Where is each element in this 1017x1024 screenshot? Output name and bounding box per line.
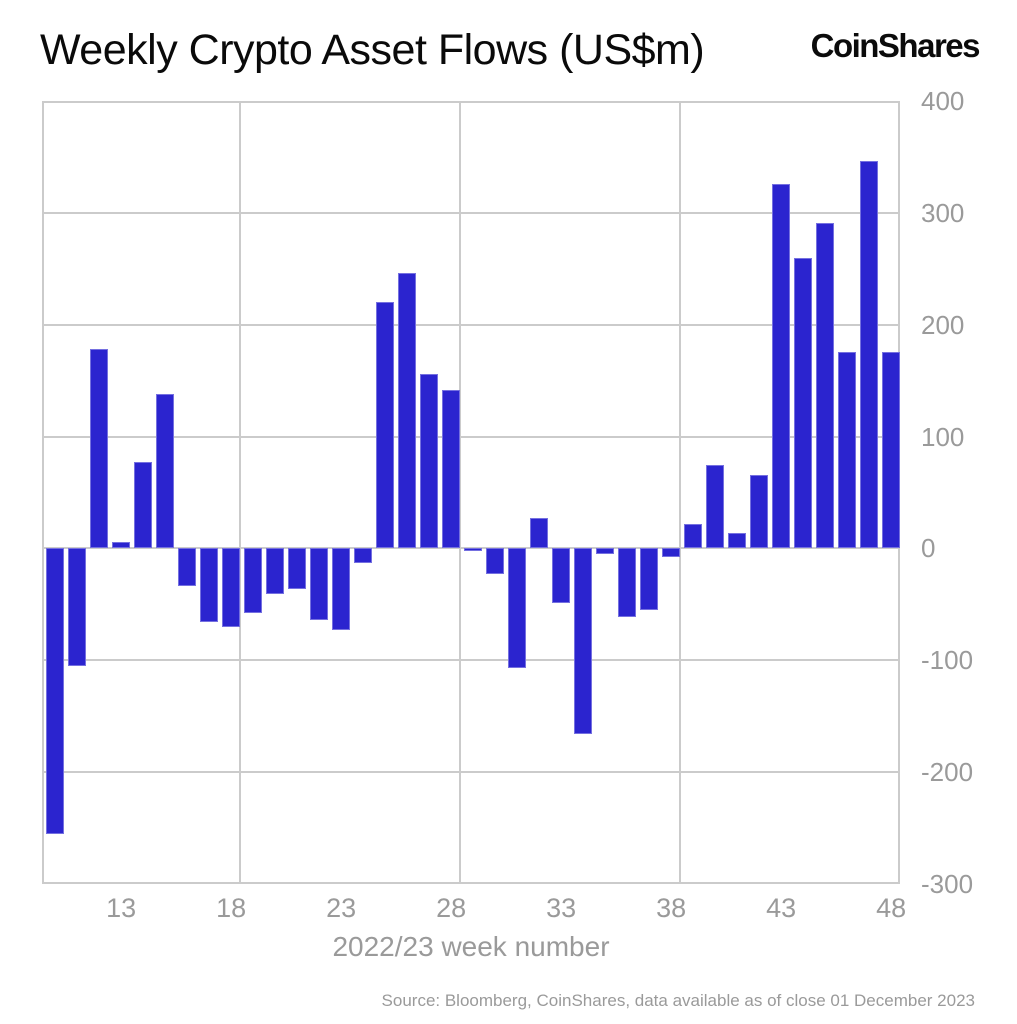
- bar-week-38: [662, 548, 680, 558]
- bar-week-12: [90, 349, 108, 549]
- bar-week-29: [464, 548, 482, 551]
- bar-week-24: [354, 548, 372, 563]
- bar-week-31: [508, 548, 526, 669]
- gridline-h: [42, 101, 900, 103]
- y-tick-label: 400: [921, 86, 965, 116]
- bar-week-47: [860, 161, 878, 549]
- bar-week-28: [442, 389, 460, 549]
- bar-week-39: [684, 523, 702, 549]
- bar-week-48: [882, 351, 900, 549]
- bar-week-32: [530, 518, 548, 549]
- bar-week-44: [794, 257, 812, 549]
- y-tick-label: -300: [921, 869, 974, 899]
- bar-week-41: [728, 532, 746, 549]
- bar-week-36: [618, 548, 636, 617]
- bar-week-27: [420, 373, 438, 549]
- gridline-h: [42, 435, 900, 438]
- gridline-v: [42, 101, 44, 884]
- bar-week-25: [376, 302, 394, 549]
- bar-week-16: [178, 548, 196, 587]
- bar-week-13: [112, 541, 130, 549]
- y-tick-label: 100: [921, 421, 965, 452]
- bar-week-35: [596, 548, 614, 554]
- bar-week-26: [398, 273, 416, 549]
- bar-week-46: [838, 351, 856, 549]
- bar-week-19: [244, 548, 262, 614]
- bar-week-23: [332, 548, 350, 631]
- x-tick-label: 43: [766, 893, 797, 923]
- bar-week-33: [552, 548, 570, 604]
- x-tick-label: 33: [546, 893, 577, 923]
- gridline-h: [42, 659, 900, 662]
- bar-week-34: [574, 548, 592, 735]
- bar-week-10: [46, 548, 64, 834]
- x-tick-label: 18: [216, 893, 247, 923]
- x-tick-label: 23: [326, 893, 357, 923]
- y-tick-label: -100: [921, 645, 974, 676]
- bar-week-17: [200, 548, 218, 623]
- chart-title: Weekly Crypto Asset Flows (US$m): [40, 26, 705, 74]
- gridline-h: [42, 771, 900, 774]
- bar-week-42: [750, 474, 768, 549]
- gridline-h: [42, 882, 900, 884]
- x-tick-label: 28: [436, 893, 467, 923]
- x-tick-label: 48: [876, 893, 907, 923]
- bar-week-21: [288, 548, 306, 589]
- y-tick-label: -200: [921, 757, 974, 788]
- source-note: Source: Bloomberg, CoinShares, data avai…: [381, 991, 975, 1010]
- x-axis-title: 2022/23 week number: [332, 931, 610, 962]
- gridline-h: [42, 211, 900, 214]
- x-tick-label: 38: [656, 893, 687, 923]
- bar-week-37: [640, 548, 658, 610]
- bar-week-45: [816, 222, 834, 549]
- bar-week-11: [68, 548, 86, 666]
- bar-week-30: [486, 548, 504, 575]
- gridline-v: [679, 101, 681, 884]
- plot-area: [42, 101, 900, 884]
- gridline-v: [239, 101, 241, 884]
- gridline-v: [459, 101, 461, 884]
- bar-week-15: [156, 394, 174, 549]
- x-tick-label: 13: [106, 893, 137, 923]
- gridline-h: [42, 323, 900, 326]
- bar-week-43: [772, 183, 790, 549]
- y-tick-label: 300: [921, 197, 965, 228]
- bar-week-18: [222, 548, 240, 627]
- coinshares-logo: CoinShares: [810, 27, 981, 64]
- y-tick-label: 0: [921, 533, 936, 564]
- bar-week-20: [266, 548, 284, 595]
- bar-week-40: [706, 464, 724, 549]
- y-tick-label: 200: [921, 309, 965, 340]
- bar-week-22: [310, 548, 328, 620]
- bar-week-14: [134, 462, 152, 549]
